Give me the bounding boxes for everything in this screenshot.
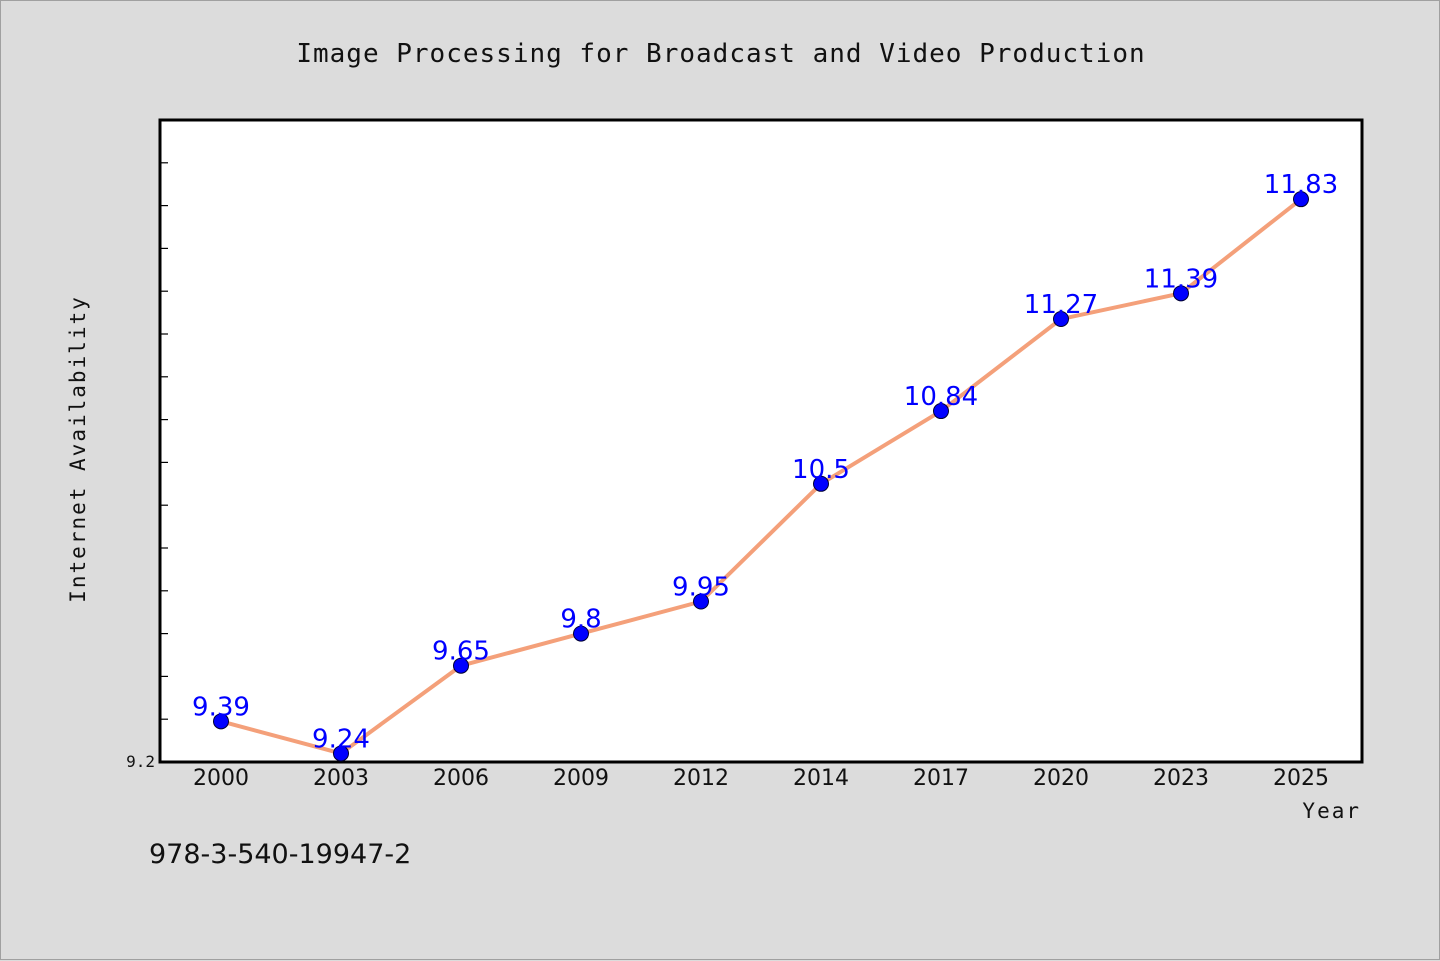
data-point (453, 657, 469, 674)
data-label: 11.39 (1144, 264, 1218, 294)
data-point (573, 625, 589, 642)
x-tick-labels: 2000 2003 2006 2009 2012 2014 2017 2020 2023 2025 (193, 766, 1329, 791)
data-point (333, 745, 349, 762)
data-point (933, 403, 949, 420)
x-tick-label: 2014 (793, 766, 849, 791)
y-tick-label: 9.2 (126, 752, 155, 771)
x-tick-label: 2003 (313, 766, 369, 791)
y-minor-ticks (160, 119, 168, 763)
y-tick-labels: 9.2 (126, 752, 155, 771)
x-tick-label: 2017 (913, 766, 969, 791)
plot-area (158, 118, 1364, 764)
x-tick-label: 2025 (1273, 766, 1329, 791)
chart-title: Image Processing for Broadcast and Video… (296, 39, 1145, 69)
x-axis-label: Year (1302, 799, 1361, 823)
isbn-caption: 978-3-540-19947-2 (149, 839, 411, 870)
x-tick-label: 2006 (433, 766, 489, 791)
data-point (813, 475, 829, 492)
data-point (213, 713, 229, 730)
data-label: 9.39 (192, 692, 250, 722)
series-line-group (219, 197, 1303, 756)
data-point (693, 593, 709, 610)
y-axis-label: Internet Availability (66, 295, 90, 603)
data-point (1173, 285, 1189, 302)
x-tick-label: 2023 (1153, 766, 1209, 791)
data-markers (213, 191, 1309, 762)
series-line (219, 197, 1303, 756)
data-label: 11.27 (1024, 290, 1098, 320)
data-label: 11.83 (1264, 170, 1338, 200)
data-labels: 9.39 9.24 9.65 9.8 9.95 10.5 10.84 11.27 11.39 11… (192, 170, 1338, 754)
data-label: 9.65 (432, 637, 490, 667)
x-tick-label: 2020 (1033, 766, 1089, 791)
data-point (1293, 191, 1309, 208)
x-tick-label: 2009 (553, 766, 609, 791)
data-label: 9.24 (312, 724, 370, 754)
data-label: 9.95 (672, 573, 730, 603)
x-tick-label: 2012 (673, 766, 729, 791)
data-point (1053, 311, 1069, 328)
data-label: 10.84 (904, 382, 978, 412)
data-label: 9.8 (560, 605, 601, 635)
x-tick-label: 2000 (193, 766, 249, 791)
data-label: 10.5 (792, 455, 850, 485)
